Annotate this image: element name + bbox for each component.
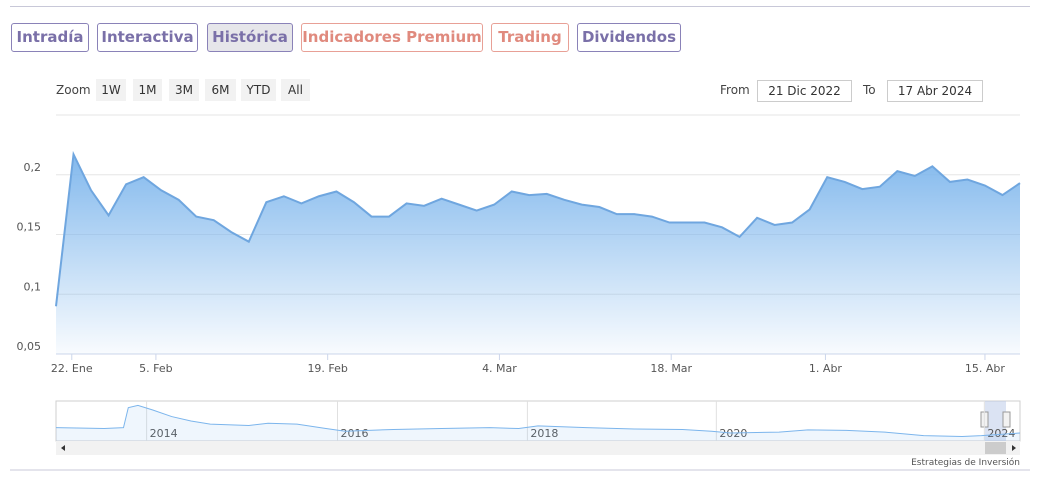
navigator-label: 2018	[530, 427, 558, 440]
zoom-button[interactable]: 1M	[133, 79, 162, 101]
scroll-left[interactable]	[61, 445, 65, 451]
zoom-button[interactable]: All	[281, 79, 310, 101]
x-tick-label: 18. Mar	[650, 362, 692, 375]
navigator-line	[55, 404, 1021, 438]
top-rule	[10, 6, 1030, 7]
y-tick-label: 0,1	[24, 280, 42, 293]
y-tick-label: 0,2	[24, 161, 42, 174]
tab[interactable]: Trading	[491, 23, 569, 52]
from-input[interactable]: 21 Dic 2022	[757, 80, 852, 102]
tab[interactable]: Indicadores Premium	[301, 23, 483, 52]
scrollbar[interactable]	[56, 441, 1020, 455]
navigator-area	[56, 405, 1020, 441]
x-tick-label: 15. Abr	[965, 362, 1005, 375]
tab[interactable]: Dividendos	[577, 23, 681, 52]
zoom-button[interactable]: 6M	[205, 79, 236, 101]
to-input[interactable]: 17 Abr 2024	[887, 80, 983, 102]
zoom-label: Zoom	[56, 83, 91, 97]
area-fill	[56, 154, 1020, 354]
navigator-selection[interactable]	[985, 401, 1006, 441]
credits: Estrategias de Inversión	[911, 457, 1020, 468]
tab[interactable]: Interactiva	[97, 23, 198, 52]
y-tick-label: 0,05	[17, 340, 42, 353]
from-label: From	[720, 83, 750, 97]
x-tick-label: 19. Feb	[307, 362, 347, 375]
zoom-button[interactable]: 3M	[169, 79, 199, 101]
tab[interactable]: Intradía	[11, 23, 89, 52]
navigator-handle[interactable]	[1002, 411, 1011, 428]
zoom-button[interactable]: YTD	[241, 79, 276, 101]
x-tick-label: 22. Ene	[51, 362, 93, 375]
zoom-button[interactable]: 1W	[96, 79, 126, 101]
x-tick-label: 4. Mar	[482, 362, 517, 375]
y-tick-label: 0,15	[17, 221, 42, 234]
navigator-label: 2014	[150, 427, 178, 440]
navigator-label: 2024	[987, 427, 1015, 440]
scrollbar-thumb[interactable]	[985, 442, 1006, 454]
scroll-right[interactable]	[1012, 445, 1016, 451]
area-line	[55, 150, 1021, 307]
navigator-label: 2020	[719, 427, 747, 440]
tab[interactable]: Histórica	[207, 23, 293, 52]
x-tick-label: 1. Abr	[809, 362, 842, 375]
x-tick-label: 5. Feb	[139, 362, 172, 375]
to-label: To	[863, 83, 876, 97]
